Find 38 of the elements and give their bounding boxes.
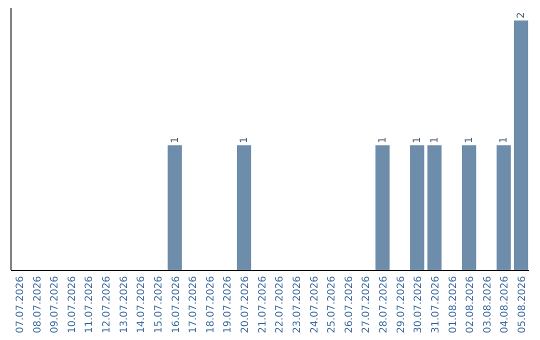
x-tick-label: 11.07.2026 (84, 276, 96, 334)
data-label: 1 (170, 136, 181, 144)
x-tick-label: 22.07.2026 (274, 276, 286, 334)
x-tick-label: 10.07.2026 (66, 276, 78, 334)
x-tick-label: 02.08.2026 (465, 276, 476, 334)
data-label: 1 (464, 136, 476, 144)
x-tick-label: 24.07.2026 (309, 276, 320, 334)
x-tick-label: 30.07.2026 (413, 276, 424, 334)
data-label: 1 (498, 136, 510, 144)
x-tick-label: 25.07.2026 (326, 276, 338, 334)
x-tick-label: 26.07.2026 (344, 276, 355, 334)
x-tick-label: 12.07.2026 (102, 276, 113, 334)
x-tick-label: 17.07.2026 (188, 276, 200, 334)
x-tick-label: 27.07.2026 (361, 276, 372, 334)
x-tick-label: 07.07.2026 (14, 276, 26, 334)
x-tick-label: 14.07.2026 (136, 276, 148, 334)
x-tick-label: 09.07.2026 (50, 276, 61, 334)
x-tick-label: 20.07.2026 (240, 276, 252, 334)
data-label: 1 (412, 136, 424, 144)
x-tick-label: 08.07.2026 (32, 276, 44, 334)
x-tick-label: 03.08.2026 (482, 276, 494, 334)
x-tick-label: 15.07.2026 (153, 276, 164, 334)
x-tick-label: 13.07.2026 (118, 276, 130, 334)
x-tick-label: 04.08.2026 (500, 276, 511, 334)
x-tick-label: 16.07.2026 (170, 276, 182, 334)
x-tick-label: 29.07.2026 (396, 276, 407, 334)
x-tick-label: 28.07.2026 (378, 276, 390, 334)
data-label: 2 (516, 12, 528, 18)
x-tick-label: 01.08.2026 (448, 276, 459, 334)
data-label: 1 (378, 136, 389, 144)
data-label: 1 (239, 136, 250, 144)
x-tick-label: 23.07.2026 (292, 276, 303, 334)
x-tick-label: 19.07.2026 (222, 276, 234, 334)
x-tick-label: 21.07.2026 (257, 276, 268, 334)
data-label: 1 (429, 136, 440, 144)
x-tick-label: 18.07.2026 (205, 276, 216, 334)
x-tick-label: 31.07.2026 (430, 276, 442, 334)
x-tick-label: 05.08.2026 (517, 276, 528, 334)
